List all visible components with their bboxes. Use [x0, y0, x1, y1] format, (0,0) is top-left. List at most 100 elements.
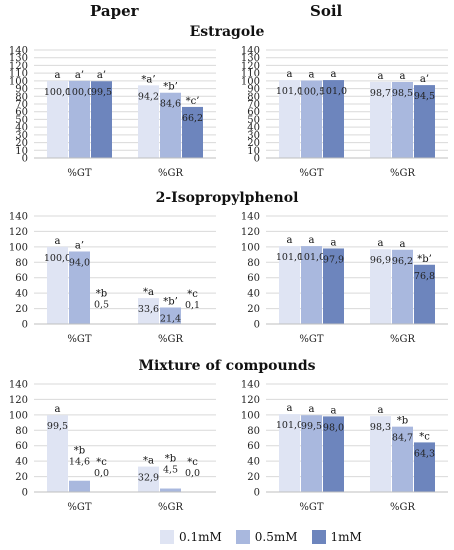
y-tick-label: 100 — [241, 410, 260, 421]
bar-value-label: 98,0 — [323, 422, 344, 433]
y-tick-label: 20 — [247, 138, 260, 149]
chart-svg: 0 20 40 60 80 100 120 140 101,0 a 101,0 a 97,9 a %GT 96… — [241, 212, 448, 345]
y-tick-label: 60 — [15, 441, 28, 452]
y-tick-label: 60 — [247, 273, 260, 284]
significance-letter: a’ — [420, 74, 429, 85]
bar-value-label: 21,4 — [160, 313, 181, 324]
significance-letter: a’ — [75, 240, 84, 251]
y-tick-label: 50 — [247, 115, 260, 126]
y-tick-label: 10 — [247, 146, 260, 157]
y-tick-label: 120 — [241, 227, 260, 238]
y-tick-label: 100 — [241, 76, 260, 87]
bar-value-label: 76,8 — [414, 271, 435, 282]
y-tick-label: 30 — [15, 130, 28, 141]
y-tick-label: 130 — [241, 53, 260, 64]
bar — [69, 480, 90, 492]
bar-value-label: 98,5 — [392, 88, 413, 99]
significance-letter: a — [378, 238, 384, 249]
legend-swatch-0.5mm — [235, 530, 250, 544]
y-tick-label: 80 — [15, 92, 28, 103]
y-tick-label: 80 — [247, 92, 260, 103]
chart-isopropylphenol-soil: 0 20 40 60 80 100 120 140 101,0 a 101,0 a 97,9 a %GT 96… — [232, 210, 454, 350]
significance-letter: a — [378, 405, 384, 416]
y-tick-label: 20 — [15, 304, 28, 315]
bar — [323, 248, 344, 324]
bar-value-label: 32,9 — [138, 473, 159, 484]
significance-letter: *c — [187, 289, 198, 300]
bar — [301, 246, 322, 324]
chart-mixture-soil: 0 20 40 60 80 100 120 140 101,0 a 99,5 a 98,0 a %GT 98,… — [232, 378, 454, 518]
y-tick-label: 60 — [15, 273, 28, 284]
category-label: %GT — [67, 168, 91, 179]
y-tick-label: 0 — [254, 320, 260, 331]
bar-value-label: 96,9 — [370, 255, 391, 266]
y-tick-label: 30 — [247, 130, 260, 141]
section-title-mixture: Mixture of compounds — [138, 358, 316, 374]
bar — [414, 85, 435, 158]
category-label: %GT — [67, 334, 91, 345]
bar — [47, 246, 68, 324]
y-tick-label: 20 — [247, 472, 260, 483]
y-tick-label: 140 — [9, 212, 28, 223]
y-tick-label: 60 — [247, 107, 260, 118]
bar — [160, 307, 181, 324]
y-tick-label: 20 — [247, 304, 260, 315]
y-tick-label: 40 — [247, 457, 260, 468]
chart-isopropylphenol-paper: 0 20 40 60 80 100 120 140 100,0 a 94,0 a’ 0,5 *b %GT 33… — [0, 210, 222, 350]
y-tick-label: 120 — [9, 61, 28, 72]
significance-letter: *b — [165, 454, 176, 465]
significance-letter: a — [287, 69, 293, 80]
y-tick-label: 0 — [22, 154, 28, 165]
bar-value-label: 94,0 — [69, 257, 90, 268]
significance-letter: a — [309, 69, 315, 80]
significance-letter: *b — [74, 446, 85, 457]
y-tick-label: 120 — [9, 395, 28, 406]
bar — [160, 92, 181, 158]
bar-value-label: 66,2 — [182, 113, 203, 124]
bar-value-label: 0,0 — [185, 468, 200, 479]
significance-letter: a — [400, 239, 406, 250]
bar — [370, 81, 391, 158]
bar — [279, 414, 300, 492]
legend-swatch-0.1mm — [160, 530, 174, 544]
y-tick-label: 110 — [9, 69, 28, 80]
y-tick-label: 80 — [247, 426, 260, 437]
bar — [414, 442, 435, 492]
y-tick-label: 140 — [9, 46, 28, 57]
category-label: %GR — [158, 502, 183, 513]
y-tick-label: 140 — [241, 46, 260, 57]
significance-letter: a’ — [75, 70, 84, 81]
significance-letter: a — [55, 70, 61, 81]
bar-value-label: 99,5 — [91, 87, 112, 98]
bar-value-label: 101,0 — [276, 252, 303, 263]
bar — [370, 249, 391, 324]
significance-letter: a — [378, 71, 384, 82]
bar — [279, 246, 300, 324]
legend-label-0.1mm: 0.1mM — [179, 530, 222, 544]
significance-letter: a — [309, 404, 315, 415]
y-tick-label: 0 — [22, 320, 28, 331]
paper-column-header: Paper — [90, 2, 139, 20]
category-label: %GT — [67, 502, 91, 513]
bar-value-label: 0,5 — [94, 300, 109, 311]
significance-letter: *b’ — [163, 296, 178, 307]
y-tick-label: 70 — [247, 100, 260, 111]
y-tick-label: 80 — [15, 426, 28, 437]
bar-value-label: 100,0 — [44, 253, 71, 264]
y-tick-label: 90 — [247, 84, 260, 95]
legend-label-1mm: 1mM — [330, 530, 362, 544]
significance-letter: a — [400, 71, 406, 82]
bar — [138, 85, 159, 158]
y-tick-label: 50 — [15, 115, 28, 126]
y-tick-label: 40 — [15, 123, 28, 134]
significance-letter: a — [331, 69, 337, 80]
significance-letter: a — [55, 404, 61, 415]
bar-value-label: 4,5 — [163, 465, 178, 476]
category-label: %GR — [158, 334, 183, 345]
significance-letter: *a — [143, 456, 154, 467]
legend-item-0.1mm: 0.1mM — [160, 530, 222, 544]
legend-item-0.5mm: 0.5mM — [235, 530, 298, 544]
significance-letter: *c’ — [186, 96, 200, 107]
